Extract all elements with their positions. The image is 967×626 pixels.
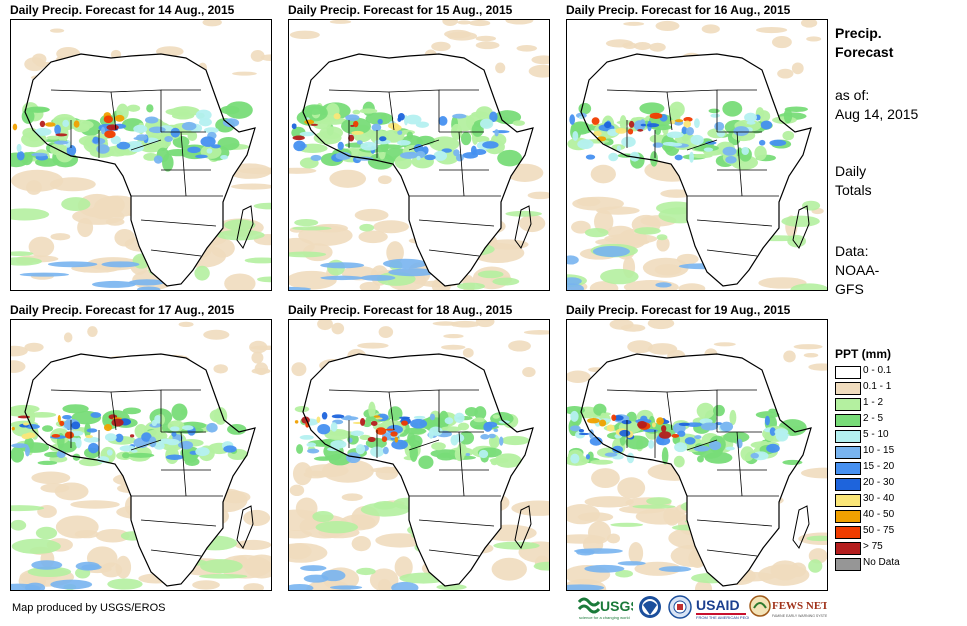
legend-title: PPT (mm) xyxy=(835,347,892,361)
as-of-date: as of: Aug 14, 2015 xyxy=(835,86,918,124)
legend-item: 15 - 20 xyxy=(835,461,955,475)
precip-map xyxy=(288,319,550,591)
legend-label: No Data xyxy=(863,557,900,568)
precip-map xyxy=(566,19,828,291)
legend-swatch xyxy=(835,414,861,427)
as-of-value: Aug 14, 2015 xyxy=(835,106,919,122)
precip-map xyxy=(10,19,272,291)
totals-label: Daily Totals xyxy=(835,162,872,200)
legend-item: 10 - 15 xyxy=(835,445,955,459)
usaid-logo: USAID FROM THE AMERICAN PEOPLE xyxy=(696,597,749,620)
side-title-line: Precip. xyxy=(835,25,882,41)
side-title: Precip. Forecast xyxy=(835,24,893,62)
side-title-line: Forecast xyxy=(835,44,894,60)
legend-label: 0.1 - 1 xyxy=(863,381,892,392)
legend-swatch xyxy=(835,494,861,507)
legend-swatch xyxy=(835,558,861,571)
legend-swatch xyxy=(835,478,861,491)
africa-map xyxy=(11,320,271,590)
legend-swatch xyxy=(835,382,861,395)
africa-map xyxy=(567,320,827,590)
credit-text: Map produced by USGS/EROS xyxy=(12,602,166,614)
legend-swatch xyxy=(835,526,861,539)
forecast-panel-4: Daily Precip. Forecast for 17 Aug., 2015 xyxy=(10,303,272,591)
data-source-line: GFS xyxy=(835,281,864,297)
legend-item: 1 - 2 xyxy=(835,397,955,411)
legend-swatch xyxy=(835,542,861,555)
legend-label: 10 - 15 xyxy=(863,445,895,456)
as-of-label: as of: xyxy=(835,87,870,103)
legend-label: 40 - 50 xyxy=(863,509,895,520)
legend-label: 2 - 5 xyxy=(863,413,884,424)
noaa-logo xyxy=(639,596,661,618)
legend-swatch xyxy=(835,510,861,523)
fews-net-logo-text: FEWS NET xyxy=(772,600,827,612)
legend-item: 0.1 - 1 xyxy=(835,381,955,395)
legend-label: 1 - 2 xyxy=(863,397,884,408)
legend-swatch xyxy=(835,366,861,379)
forecast-panel-2: Daily Precip. Forecast for 15 Aug., 2015 xyxy=(288,3,550,291)
fews-net-logo: FEWS NET FAMINE EARLY WARNING SYSTEMS NE… xyxy=(749,595,827,618)
legend-item: 50 - 75 xyxy=(835,525,955,539)
africa-map xyxy=(567,20,827,290)
legend-label: 50 - 75 xyxy=(863,525,895,536)
legend-item: 2 - 5 xyxy=(835,413,955,427)
forecast-panel-6: Daily Precip. Forecast for 19 Aug., 2015 xyxy=(566,303,828,591)
legend-item: 20 - 30 xyxy=(835,477,955,491)
forecast-panel-5: Daily Precip. Forecast for 18 Aug., 2015 xyxy=(288,303,550,591)
africa-map xyxy=(289,320,549,590)
usgs-logo: USGS science for a changing world xyxy=(577,597,633,620)
usaid-logo-text: USAID xyxy=(696,597,740,613)
svg-text:science for a changing world: science for a changing world xyxy=(579,615,630,620)
precip-map xyxy=(10,319,272,591)
legend-label: 20 - 30 xyxy=(863,477,895,488)
legend-item: 40 - 50 xyxy=(835,509,955,523)
logo-bar: USGS science for a changing world USAID … xyxy=(577,594,827,620)
precip-map xyxy=(288,19,550,291)
legend-label: 5 - 10 xyxy=(863,429,889,440)
svg-text:FAMINE EARLY WARNING SYSTEMS N: FAMINE EARLY WARNING SYSTEMS NETWORK xyxy=(772,614,827,618)
legend-item: > 75 xyxy=(835,541,955,555)
panel-title: Daily Precip. Forecast for 19 Aug., 2015 xyxy=(566,303,791,317)
precip-map xyxy=(566,319,828,591)
legend-label: > 75 xyxy=(863,541,883,552)
data-source-line: NOAA- xyxy=(835,262,880,278)
legend-label: 30 - 40 xyxy=(863,493,895,504)
totals-line: Totals xyxy=(835,182,872,198)
legend-item: No Data xyxy=(835,557,955,571)
forecast-panel-1: Daily Precip. Forecast for 14 Aug., 2015 xyxy=(10,3,272,291)
data-source-line: Data: xyxy=(835,243,869,259)
legend-item: 0 - 0.1 xyxy=(835,365,955,379)
panel-title: Daily Precip. Forecast for 17 Aug., 2015 xyxy=(10,303,235,317)
africa-map xyxy=(11,20,271,290)
department-seal-logo xyxy=(668,595,692,619)
usgs-logo-text: USGS xyxy=(600,598,633,614)
legend-swatch xyxy=(835,430,861,443)
panel-title: Daily Precip. Forecast for 16 Aug., 2015 xyxy=(566,3,791,17)
svg-text:FROM THE AMERICAN PEOPLE: FROM THE AMERICAN PEOPLE xyxy=(696,615,749,620)
legend-swatch xyxy=(835,462,861,475)
legend-label: 0 - 0.1 xyxy=(863,365,892,376)
legend-item: 5 - 10 xyxy=(835,429,955,443)
africa-map xyxy=(289,20,549,290)
totals-line: Daily xyxy=(835,163,867,179)
legend-swatch xyxy=(835,446,861,459)
legend-swatch xyxy=(835,398,861,411)
data-source: Data: NOAA- GFS xyxy=(835,242,879,299)
legend-item: 30 - 40 xyxy=(835,493,955,507)
forecast-panel-3: Daily Precip. Forecast for 16 Aug., 2015 xyxy=(566,3,828,291)
panel-title: Daily Precip. Forecast for 15 Aug., 2015 xyxy=(288,3,513,17)
legend-label: 15 - 20 xyxy=(863,461,895,472)
panel-title: Daily Precip. Forecast for 14 Aug., 2015 xyxy=(10,3,235,17)
panel-title: Daily Precip. Forecast for 18 Aug., 2015 xyxy=(288,303,513,317)
